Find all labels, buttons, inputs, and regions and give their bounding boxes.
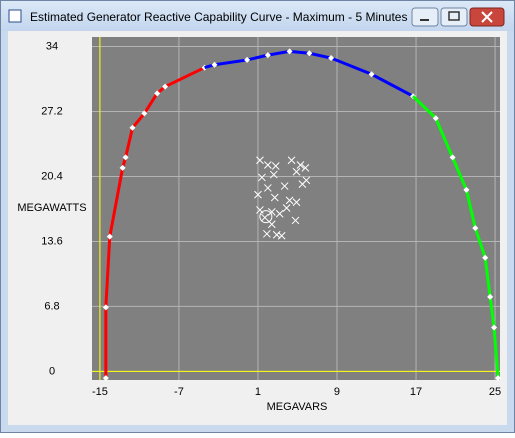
scatter-point [261, 213, 269, 222]
scatter-point [277, 231, 286, 240]
curve-point [122, 154, 129, 161]
curve-point [264, 52, 271, 59]
y-tick-label: 34 [46, 40, 58, 52]
x-tick-label: -7 [174, 386, 184, 398]
x-tick-label: 9 [334, 386, 340, 398]
curve-point [306, 50, 313, 57]
y-tick-label: 6.8 [44, 300, 59, 312]
scatter-point [267, 207, 276, 216]
scatter-point [263, 184, 272, 192]
scatter-point [301, 164, 310, 172]
curve-point [449, 154, 456, 161]
x-tick-label: 25 [489, 386, 501, 398]
scatter-point [280, 182, 289, 190]
y-tick-label: 20.4 [41, 170, 62, 182]
curve-point [482, 254, 489, 261]
curve-point [102, 304, 109, 311]
curve-point [211, 61, 218, 68]
curve-point [491, 324, 498, 331]
capability-curve [434, 117, 500, 379]
curve-point [495, 375, 502, 382]
scatter-point [296, 161, 305, 169]
plot-area [92, 37, 500, 380]
window-title: Estimated Generator Reactive Capability … [30, 10, 407, 24]
scatter-point [291, 216, 300, 225]
curve-point [106, 233, 113, 240]
curve-point [472, 225, 479, 232]
capability-curve [104, 66, 206, 379]
curve-point [368, 71, 375, 78]
scatter-point [254, 190, 262, 199]
curve-point [141, 110, 148, 117]
scatter-point [269, 170, 278, 179]
maximize-button[interactable] [440, 7, 468, 27]
scatter-point [263, 161, 272, 169]
y-tick-label: 27.2 [41, 105, 62, 117]
scatter-point [275, 209, 284, 218]
current-point [259, 210, 273, 224]
x-axis-label: MEGAVARS [267, 401, 328, 413]
scatter-point [287, 156, 296, 165]
scatter-point [298, 180, 307, 188]
scatter-point [258, 173, 266, 182]
curve-point [286, 48, 293, 55]
curve-point [487, 293, 494, 300]
curve-point [244, 56, 251, 63]
scatter-point [292, 198, 301, 207]
scatter-point [282, 204, 291, 212]
capability-curve [214, 49, 414, 98]
curve-point [162, 83, 169, 90]
y-tick-label: 13.6 [41, 235, 62, 247]
scatter-point [263, 229, 271, 238]
minimize-button[interactable] [411, 7, 439, 27]
y-tick-label: 0 [49, 365, 55, 377]
scatter-point [271, 162, 280, 170]
curve-point [102, 375, 109, 382]
x-tick-label: 1 [255, 386, 261, 398]
scatter-point [256, 156, 264, 165]
curve-point [129, 124, 136, 131]
curve-connector [412, 95, 437, 120]
curve-point [154, 90, 161, 97]
curve-point [328, 55, 335, 62]
y-axis-label: MEGAWATTS [17, 202, 86, 214]
scatter-point [270, 193, 279, 202]
curve-point [463, 186, 470, 193]
curve-point [432, 115, 439, 122]
x-tick-label: -15 [92, 386, 108, 398]
x-tick-label: 17 [410, 386, 422, 398]
window-icon [8, 9, 22, 23]
close-button[interactable] [469, 7, 505, 27]
curve-point [119, 164, 126, 171]
scatter-point [285, 196, 294, 205]
scatter-point [292, 167, 301, 176]
